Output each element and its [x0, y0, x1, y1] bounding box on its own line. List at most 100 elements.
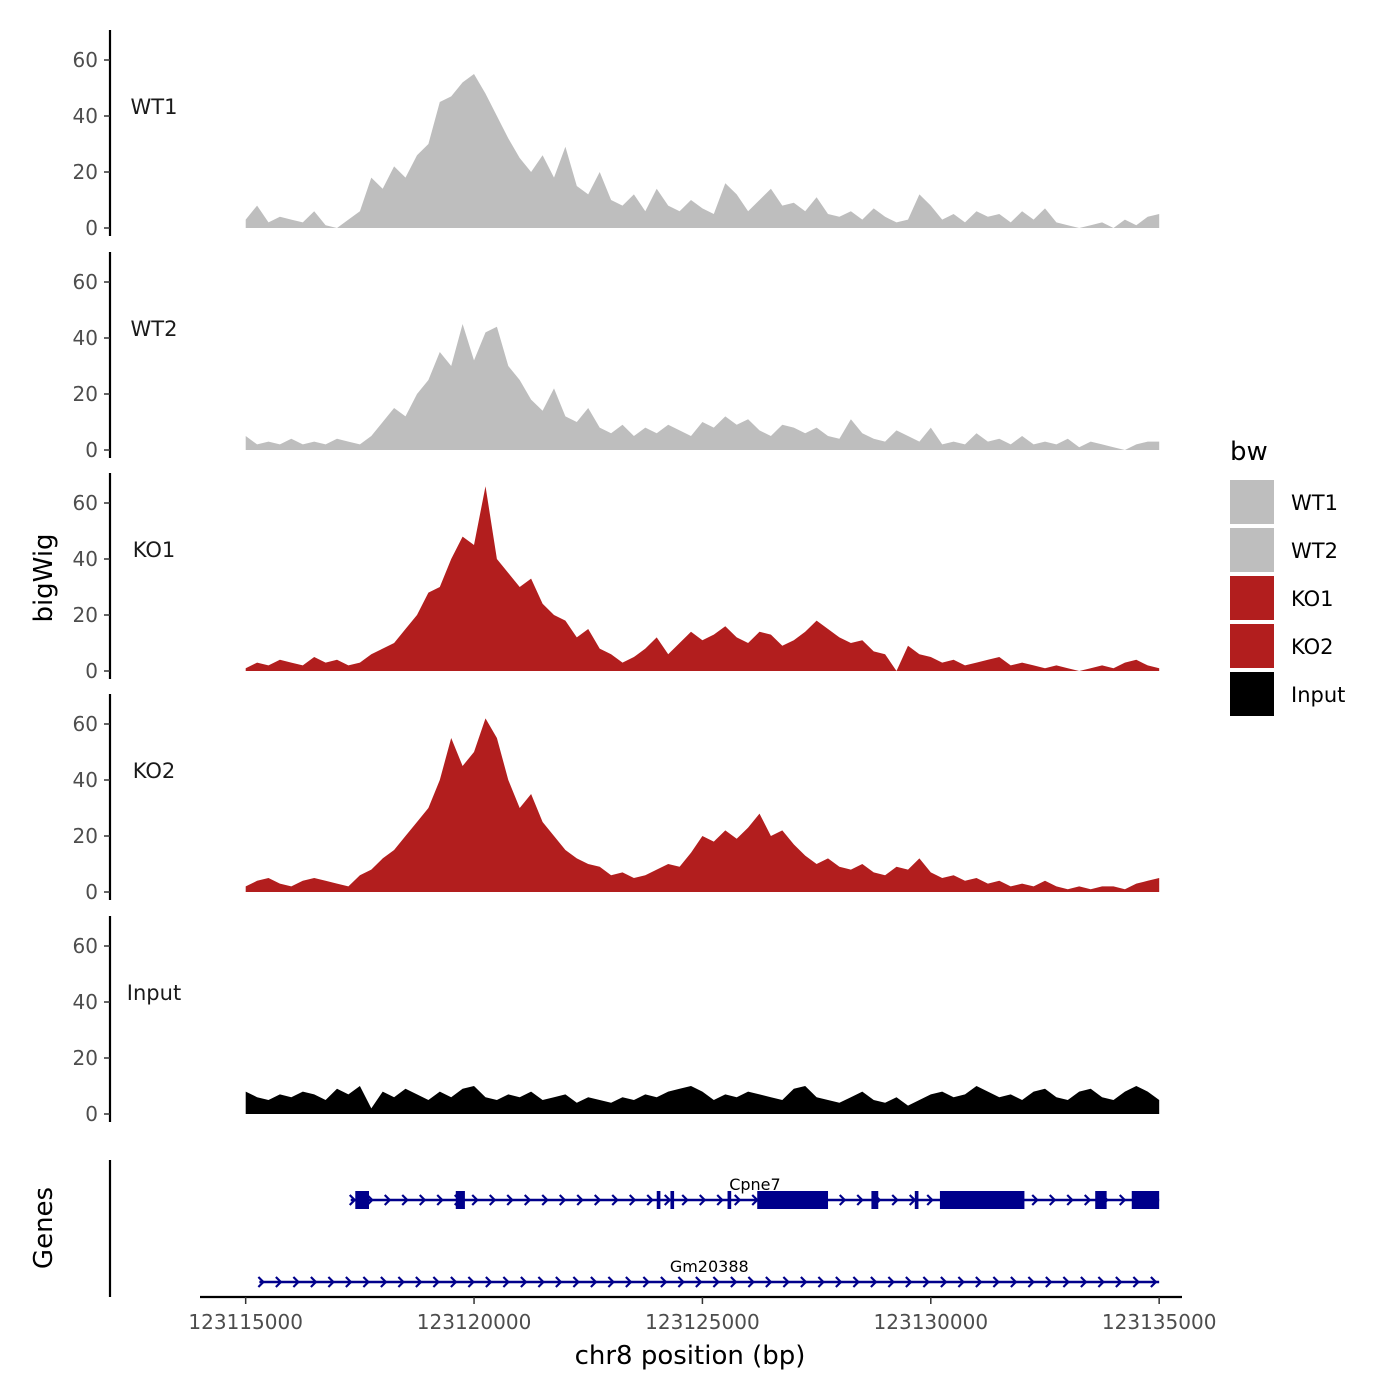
x-tick-label: 123120000 [417, 1310, 532, 1334]
strand-arrow [1048, 1194, 1057, 1206]
strand-arrow [922, 1276, 930, 1288]
strand-arrow [1062, 1276, 1070, 1288]
strand-arrow [800, 1276, 808, 1288]
x-tick-label: 123115000 [188, 1310, 303, 1334]
track-label: WT1 [131, 95, 178, 119]
strand-arrow [1066, 1194, 1074, 1206]
legend-swatch [1230, 672, 1274, 716]
strand-arrow [870, 1276, 878, 1288]
strand-arrow [891, 1194, 899, 1206]
strand-arrow [257, 1276, 265, 1288]
strand-arrow [992, 1276, 1000, 1288]
strand-arrow [660, 1276, 668, 1288]
y-tick-label: 0 [85, 1102, 98, 1126]
y-tick-label: 60 [73, 712, 98, 736]
strand-arrow [782, 1276, 790, 1288]
track-panels: 0 20 40 60 WT1 0 20 40 60 WT2 0 20 40 60 KO1 0 20 40 60 KO2… [73, 30, 1160, 1126]
signal-area-wt2 [245, 324, 1160, 450]
y-tick-label: 60 [73, 934, 98, 958]
strand-arrow [292, 1276, 300, 1288]
strand-arrow [523, 1194, 532, 1206]
y-tick-label: 20 [73, 160, 98, 184]
strand-arrow [397, 1276, 405, 1288]
genes-panel: Cpne7 Gm20388 [108, 1160, 1160, 1297]
strand-arrow [1118, 1194, 1127, 1206]
y-tick-label: 20 [73, 603, 98, 627]
strand-arrow [572, 1276, 580, 1288]
exon [757, 1191, 829, 1209]
strand-arrow [1010, 1276, 1018, 1288]
strand-arrow [310, 1276, 318, 1288]
track-label: KO2 [133, 759, 176, 783]
y-tick-label: 20 [73, 824, 98, 848]
strand-arrow [485, 1276, 493, 1288]
legend-swatch [1230, 576, 1274, 620]
strand-arrow [432, 1276, 440, 1288]
strand-arrow [625, 1276, 633, 1288]
track-label: WT2 [131, 317, 178, 341]
exon [727, 1191, 732, 1209]
y-tick-label: 40 [73, 768, 98, 792]
legend-title: bw [1230, 437, 1268, 467]
y-tick-label: 20 [73, 382, 98, 406]
strand-arrow [1027, 1276, 1035, 1288]
gene-name: Cpne7 [729, 1175, 781, 1194]
strand-arrow [1031, 1194, 1039, 1206]
strand-arrow [747, 1276, 755, 1288]
y-tick-label: 40 [73, 547, 98, 571]
gene-cpne7: Cpne7 [348, 1175, 1160, 1209]
legend-swatch [1230, 528, 1274, 572]
legend-item-ko2: KO2 [1230, 624, 1334, 668]
x-axis-title: chr8 position (bp) [575, 1341, 806, 1371]
strand-arrow [520, 1276, 528, 1288]
strand-arrow [940, 1276, 948, 1288]
track-label: Input [127, 981, 181, 1005]
track-ko1: 0 20 40 60 KO1 [73, 473, 1160, 683]
exon [939, 1191, 1025, 1209]
legend-label: Input [1291, 683, 1345, 707]
y-tick-label: 40 [73, 990, 98, 1014]
strand-arrow [362, 1276, 370, 1288]
strand-arrow [1097, 1276, 1105, 1288]
strand-arrow [1045, 1276, 1053, 1288]
strand-arrow [908, 1194, 917, 1206]
strand-arrow [926, 1194, 934, 1206]
strand-arrow [838, 1194, 847, 1206]
legend-label: WT2 [1291, 539, 1338, 563]
legend-item-input: Input [1230, 672, 1345, 716]
track-ko2: 0 20 40 60 KO2 [73, 694, 1160, 904]
exon [871, 1191, 879, 1209]
strand-arrow [765, 1276, 773, 1288]
signal-area-ko1 [245, 486, 1160, 671]
strand-arrow [957, 1276, 965, 1288]
strand-arrow [467, 1276, 475, 1288]
legend-label: KO1 [1291, 587, 1334, 611]
y-tick-label: 40 [73, 104, 98, 128]
strand-arrow [1083, 1194, 1092, 1206]
track-wt1: 0 20 40 60 WT1 [73, 30, 1160, 240]
strand-arrow [817, 1276, 825, 1288]
y-tick-label: 0 [85, 438, 98, 462]
strand-arrow [1132, 1276, 1140, 1288]
strand-arrow [436, 1194, 444, 1206]
strand-arrow [593, 1194, 602, 1206]
strand-arrow [1080, 1276, 1088, 1288]
strand-arrow [418, 1194, 427, 1206]
strand-arrow [488, 1194, 497, 1206]
x-tick-label: 123135000 [1102, 1310, 1217, 1334]
exon [670, 1191, 675, 1209]
strand-arrow [730, 1276, 738, 1288]
strand-arrow [1150, 1276, 1158, 1288]
strand-arrow [471, 1194, 479, 1206]
strand-arrow [611, 1194, 619, 1206]
strand-arrow [733, 1194, 742, 1206]
strand-arrow [415, 1276, 423, 1288]
y-tick-label: 0 [85, 880, 98, 904]
genes-axis-title: Genes [29, 1187, 59, 1269]
strand-arrow [345, 1276, 353, 1288]
exon [355, 1191, 369, 1209]
legend-item-ko1: KO1 [1230, 576, 1334, 620]
strand-arrow [348, 1194, 357, 1206]
strand-arrow [712, 1276, 720, 1288]
